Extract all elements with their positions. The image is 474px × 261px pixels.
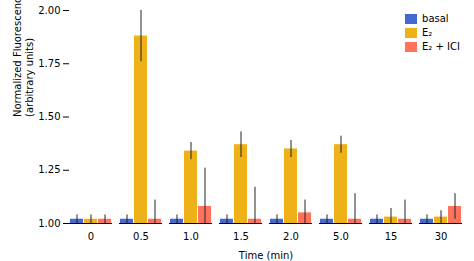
svg-text:1.75: 1.75 <box>38 58 60 69</box>
html-text:E₂ + ICI: E₂ + ICI <box>422 41 460 52</box>
html-text:E₂: E₂ <box>422 27 433 38</box>
svg-text:Normalized Fluorescence Intens: Normalized Fluorescence Intensity(arbitr… <box>12 0 35 117</box>
svg-text:1.00: 1.00 <box>38 218 60 229</box>
svg-text:1.50: 1.50 <box>38 111 60 122</box>
svg-text:30: 30 <box>435 231 448 242</box>
svg-text:0.5: 0.5 <box>133 231 149 242</box>
svg-text:1.25: 1.25 <box>38 164 60 175</box>
svg-text:Time (min): Time (min) <box>238 250 293 261</box>
html-text:basal: basal <box>422 13 449 24</box>
svg-text:2.0: 2.0 <box>283 231 299 242</box>
svg-text:15: 15 <box>385 231 398 242</box>
svg-text:1.5: 1.5 <box>233 231 249 242</box>
svg-text:2.00: 2.00 <box>38 5 60 16</box>
svg-text:5.0: 5.0 <box>333 231 349 242</box>
svg-text:1.0: 1.0 <box>183 231 199 242</box>
svg-text:0: 0 <box>88 231 94 242</box>
